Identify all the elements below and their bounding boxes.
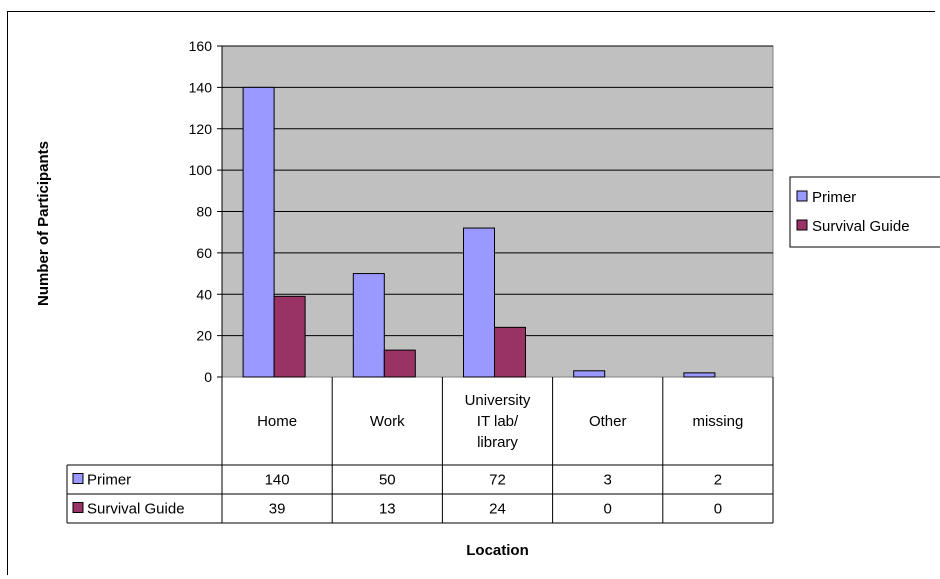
table-value-primer-work: 50 <box>379 472 396 489</box>
legend-key-survival-guide <box>796 219 808 231</box>
bar-primer-home <box>242 86 275 378</box>
y-tick-label-0: 0 <box>204 369 212 385</box>
y-tick-label-20: 20 <box>196 328 212 344</box>
bar-survival-guide-university-it-lab-library <box>494 326 526 378</box>
legend-box <box>789 176 940 248</box>
bar-primer-missing <box>683 372 716 378</box>
table-value-primer-university-it-lab-library: 72 <box>489 472 506 489</box>
table-value-primer-other: 3 <box>604 472 612 489</box>
bar-primer-university-it-lab-library <box>463 227 495 378</box>
category-label-university-it-lab-library-line-2: library <box>477 434 518 451</box>
y-tick-label-60: 60 <box>196 245 212 261</box>
y-tick-label-160: 160 <box>189 38 213 54</box>
y-tick-label-100: 100 <box>189 162 213 178</box>
table-series-label-survival-guide: Survival Guide <box>87 501 185 518</box>
category-label-university-it-lab-library-line-0: University <box>465 392 531 409</box>
table-legend-key-primer <box>72 473 84 484</box>
y-tick-label-120: 120 <box>189 121 213 137</box>
table-value-survival-guide-home: 39 <box>269 501 286 518</box>
legend-label-primer: Primer <box>812 189 856 206</box>
category-label-university-it-lab-library-line-1: IT lab/ <box>477 413 519 430</box>
category-label-missing: missing <box>692 413 743 430</box>
table-legend-key-survival-guide <box>72 502 84 513</box>
table-value-primer-missing: 2 <box>714 472 722 489</box>
table-value-primer-home: 140 <box>265 472 290 489</box>
y-tick-label-140: 140 <box>189 79 213 95</box>
chart-frame <box>7 11 935 575</box>
bar-survival-guide-work <box>383 349 416 378</box>
table-value-survival-guide-work: 13 <box>379 501 396 518</box>
category-label-home: Home <box>257 413 297 430</box>
y-tick-label-80: 80 <box>196 204 212 220</box>
table-value-survival-guide-missing: 0 <box>714 501 722 518</box>
table-value-survival-guide-other: 0 <box>604 501 612 518</box>
x-axis-title: Location <box>466 542 529 559</box>
legend-label-survival-guide: Survival Guide <box>812 218 910 235</box>
bar-primer-other <box>573 370 606 378</box>
bar-survival-guide-home <box>273 295 306 378</box>
bar-primer-work <box>352 273 385 378</box>
table-series-label-primer: Primer <box>87 472 131 489</box>
category-label-other: Other <box>589 413 627 430</box>
legend-key-primer <box>796 190 808 202</box>
y-tick-label-40: 40 <box>196 286 212 302</box>
y-axis-title: Number of Participants <box>35 141 52 306</box>
category-label-work: Work <box>370 413 405 430</box>
table-value-survival-guide-university-it-lab-library: 24 <box>489 501 506 518</box>
